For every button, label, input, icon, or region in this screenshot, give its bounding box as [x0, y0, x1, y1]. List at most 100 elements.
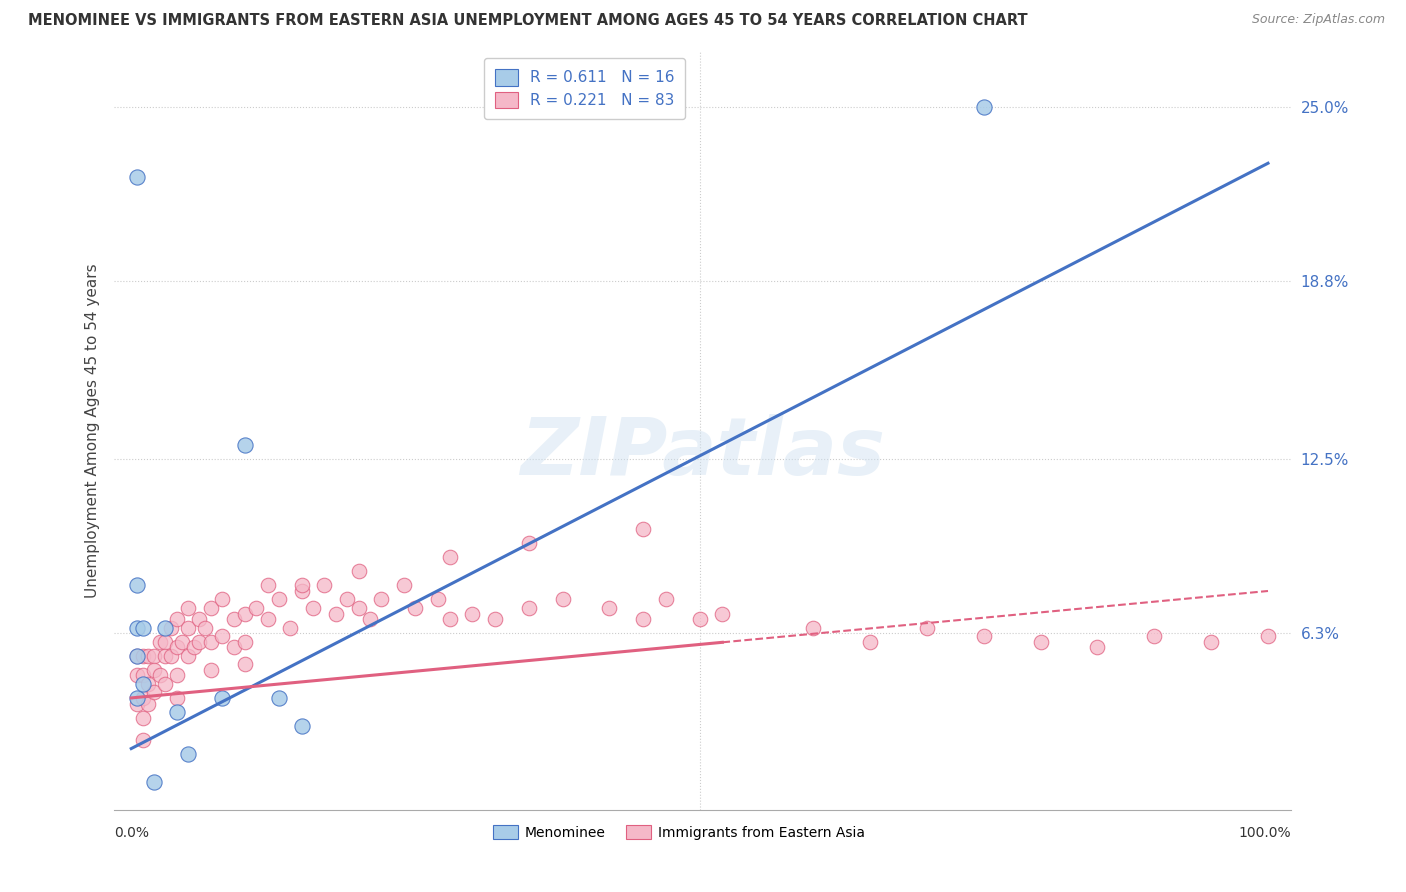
Point	[631, 612, 654, 626]
Point	[347, 600, 370, 615]
Point	[461, 607, 484, 621]
Point	[711, 607, 734, 621]
Text: MENOMINEE VS IMMIGRANTS FROM EASTERN ASIA UNEMPLOYMENT AMONG AGES 45 TO 54 YEARS: MENOMINEE VS IMMIGRANTS FROM EASTERN ASI…	[28, 13, 1028, 29]
Point	[155, 634, 177, 648]
Point	[484, 612, 506, 626]
Point	[166, 668, 188, 682]
Point	[200, 663, 222, 677]
Point	[149, 634, 172, 648]
Point	[256, 612, 278, 626]
Point	[136, 648, 159, 663]
Point	[166, 612, 188, 626]
Point	[211, 592, 233, 607]
Point	[553, 592, 575, 607]
Point	[143, 648, 166, 663]
Point	[200, 600, 222, 615]
Point	[233, 607, 256, 621]
Point	[131, 733, 153, 747]
Y-axis label: Unemployment Among Ages 45 to 54 years: Unemployment Among Ages 45 to 54 years	[86, 263, 100, 598]
Point	[172, 634, 194, 648]
Point	[336, 592, 359, 607]
Point	[631, 522, 654, 536]
Point	[143, 685, 166, 699]
Point	[439, 612, 461, 626]
Point	[280, 621, 302, 635]
Point	[177, 747, 200, 762]
Point	[302, 600, 325, 615]
Point	[200, 634, 222, 648]
Text: 0.0%: 0.0%	[114, 826, 149, 839]
Point	[166, 690, 188, 705]
Point	[125, 648, 148, 663]
Point	[183, 640, 205, 655]
Point	[131, 690, 153, 705]
Point	[131, 621, 153, 635]
Point	[1087, 640, 1109, 655]
Point	[233, 634, 256, 648]
Point	[654, 592, 676, 607]
Text: ZIPatlas: ZIPatlas	[520, 415, 884, 492]
Point	[155, 677, 177, 691]
Point	[404, 600, 426, 615]
Point	[125, 170, 148, 185]
Point	[859, 634, 882, 648]
Point	[267, 690, 290, 705]
Point	[1199, 634, 1222, 648]
Point	[291, 578, 314, 592]
Point	[370, 592, 392, 607]
Point	[1143, 629, 1166, 643]
Point	[222, 612, 245, 626]
Point	[188, 612, 211, 626]
Point	[359, 612, 381, 626]
Point	[188, 634, 211, 648]
Point	[166, 640, 188, 655]
Point	[973, 629, 995, 643]
Point	[155, 621, 177, 635]
Point	[245, 600, 267, 615]
Point	[915, 621, 938, 635]
Point	[131, 711, 153, 725]
Point	[131, 677, 153, 691]
Point	[166, 705, 188, 719]
Point	[131, 668, 153, 682]
Point	[973, 100, 995, 114]
Point	[801, 621, 824, 635]
Point	[233, 437, 256, 451]
Point	[131, 648, 153, 663]
Text: 100.0%: 100.0%	[1239, 826, 1291, 839]
Point	[125, 668, 148, 682]
Point	[136, 697, 159, 711]
Point	[256, 578, 278, 592]
Point	[177, 648, 200, 663]
Point	[211, 629, 233, 643]
Point	[1257, 629, 1279, 643]
Point	[517, 536, 540, 550]
Point	[325, 607, 347, 621]
Point	[233, 657, 256, 672]
Point	[125, 578, 148, 592]
Point	[211, 690, 233, 705]
Point	[598, 600, 620, 615]
Point	[177, 621, 200, 635]
Point	[347, 564, 370, 578]
Point	[125, 648, 148, 663]
Point	[136, 677, 159, 691]
Point	[314, 578, 336, 592]
Point	[125, 621, 148, 635]
Point	[125, 690, 148, 705]
Point	[143, 775, 166, 789]
Point	[149, 668, 172, 682]
Point	[427, 592, 450, 607]
Point	[194, 621, 217, 635]
Point	[439, 550, 461, 565]
Legend: Menominee, Immigrants from Eastern Asia: Menominee, Immigrants from Eastern Asia	[486, 820, 870, 846]
Point	[291, 584, 314, 599]
Point	[177, 600, 200, 615]
Point	[291, 719, 314, 733]
Point	[160, 621, 183, 635]
Point	[155, 648, 177, 663]
Point	[125, 697, 148, 711]
Point	[143, 663, 166, 677]
Point	[517, 600, 540, 615]
Point	[267, 592, 290, 607]
